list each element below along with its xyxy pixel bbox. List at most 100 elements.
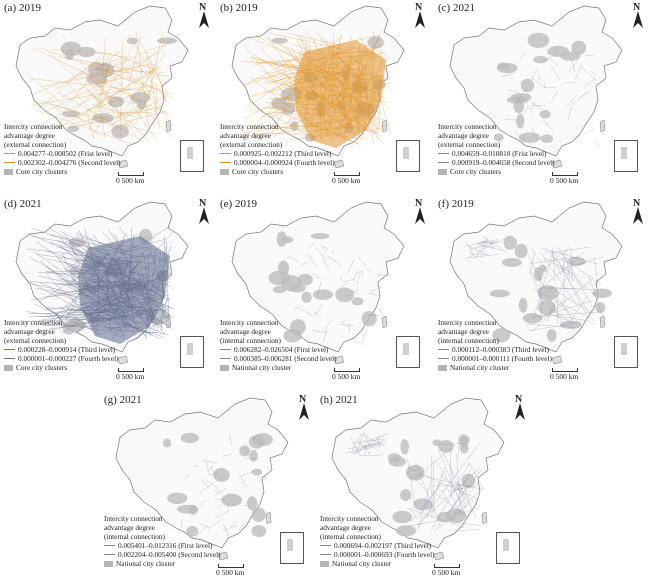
connection-line bbox=[558, 247, 593, 308]
legend-title: advantage degree bbox=[438, 327, 489, 336]
connection-line bbox=[411, 474, 429, 494]
connection-line bbox=[74, 69, 144, 136]
connection-line bbox=[114, 52, 119, 55]
hainan-island bbox=[551, 159, 563, 169]
panel-title: (d) 2021 bbox=[4, 198, 42, 210]
legend-cluster: National city cluster bbox=[438, 363, 552, 372]
connection-line bbox=[362, 438, 383, 455]
connection-line bbox=[553, 289, 596, 315]
china-map bbox=[331, 397, 505, 561]
legend-title: Intercity connection bbox=[4, 122, 63, 131]
city-cluster bbox=[301, 291, 312, 303]
city-cluster bbox=[540, 134, 554, 144]
connection-line bbox=[457, 482, 465, 490]
connection-line bbox=[99, 104, 106, 139]
connection-line bbox=[370, 116, 379, 127]
taiwan-island bbox=[481, 511, 488, 525]
hainan-island bbox=[333, 159, 345, 169]
connection-line bbox=[433, 504, 468, 532]
city-cluster bbox=[527, 32, 550, 48]
connection-line bbox=[541, 248, 598, 265]
connection-line bbox=[481, 240, 493, 244]
connection-line bbox=[331, 249, 335, 254]
panel-title: (g) 2021 bbox=[104, 394, 142, 406]
connection-line bbox=[522, 137, 527, 139]
dense-network-area bbox=[78, 236, 170, 344]
city-cluster bbox=[539, 110, 551, 119]
connection-line bbox=[542, 118, 548, 125]
city-cluster bbox=[492, 328, 511, 343]
connection-line bbox=[58, 56, 170, 77]
connection-line bbox=[560, 267, 586, 290]
connection-line bbox=[300, 262, 308, 266]
connection-line bbox=[569, 58, 580, 73]
connection-line bbox=[238, 473, 248, 488]
connection-line bbox=[32, 55, 101, 114]
legend-item: 0.000919–0.004658 (Second level) bbox=[438, 158, 555, 167]
connection-line bbox=[542, 246, 570, 271]
connection-line bbox=[549, 57, 558, 66]
connection-line bbox=[98, 74, 124, 88]
connection-line bbox=[92, 40, 137, 121]
connection-line bbox=[469, 248, 476, 260]
connection-line bbox=[567, 106, 572, 120]
legend-item: 0.006282–0.026504 (First level) bbox=[220, 345, 337, 354]
north-arrow-icon: N bbox=[512, 394, 528, 420]
city-cluster bbox=[516, 113, 525, 129]
connection-line bbox=[475, 237, 488, 251]
legend-title: advantage degree bbox=[4, 327, 55, 336]
legend-title: advantage degree bbox=[438, 131, 489, 140]
connection-line bbox=[550, 246, 591, 253]
connection-line bbox=[570, 247, 573, 283]
connection-line bbox=[546, 263, 573, 322]
legend-title: Intercity connection bbox=[220, 122, 279, 131]
connection-line bbox=[127, 74, 175, 100]
connection-line bbox=[433, 485, 467, 487]
connection-line bbox=[144, 137, 152, 144]
connection-line bbox=[339, 323, 354, 327]
city-cluster bbox=[513, 98, 525, 114]
connection-line bbox=[67, 82, 98, 120]
legend-title: advantage degree bbox=[220, 327, 271, 336]
connection-line bbox=[101, 37, 106, 84]
connection-line bbox=[313, 310, 322, 318]
connection-line bbox=[543, 53, 558, 63]
connection-line bbox=[501, 72, 517, 77]
connection-line bbox=[571, 58, 576, 72]
connection-line bbox=[134, 108, 158, 141]
city-cluster bbox=[518, 297, 528, 313]
connection-line bbox=[97, 46, 127, 70]
city-cluster bbox=[352, 297, 364, 306]
city-cluster bbox=[546, 328, 557, 342]
connection-line bbox=[363, 432, 371, 447]
connection-line bbox=[519, 52, 527, 60]
south-china-sea-inset bbox=[614, 336, 638, 368]
city-cluster bbox=[458, 434, 469, 447]
connection-line bbox=[360, 330, 367, 345]
connection-line bbox=[377, 274, 392, 276]
country-outline bbox=[115, 397, 289, 549]
legend-title: (external connection) bbox=[220, 140, 283, 149]
connection-line bbox=[323, 328, 328, 342]
connection-line bbox=[416, 464, 441, 527]
south-china-sea-inset bbox=[280, 532, 304, 564]
connection-line bbox=[226, 501, 229, 510]
legend-title: Intercity connection bbox=[104, 514, 163, 523]
city-cluster bbox=[313, 289, 333, 300]
city-cluster bbox=[361, 310, 377, 327]
connection-line bbox=[543, 81, 546, 89]
connection-line bbox=[299, 307, 313, 317]
legend-title: advantage degree bbox=[104, 523, 155, 532]
legend-item: 0.000228–0.000914 (Third level) bbox=[4, 345, 119, 354]
connection-line bbox=[545, 287, 578, 290]
connection-line bbox=[590, 323, 596, 325]
north-arrow-icon: N bbox=[412, 2, 428, 28]
connection-line bbox=[38, 110, 134, 145]
connection-line bbox=[536, 260, 576, 292]
connection-line bbox=[111, 53, 167, 127]
connection-line bbox=[443, 443, 463, 445]
connection-line bbox=[259, 477, 269, 482]
connection-line bbox=[252, 38, 310, 64]
connection-line bbox=[563, 252, 565, 302]
city-cluster bbox=[251, 507, 266, 522]
